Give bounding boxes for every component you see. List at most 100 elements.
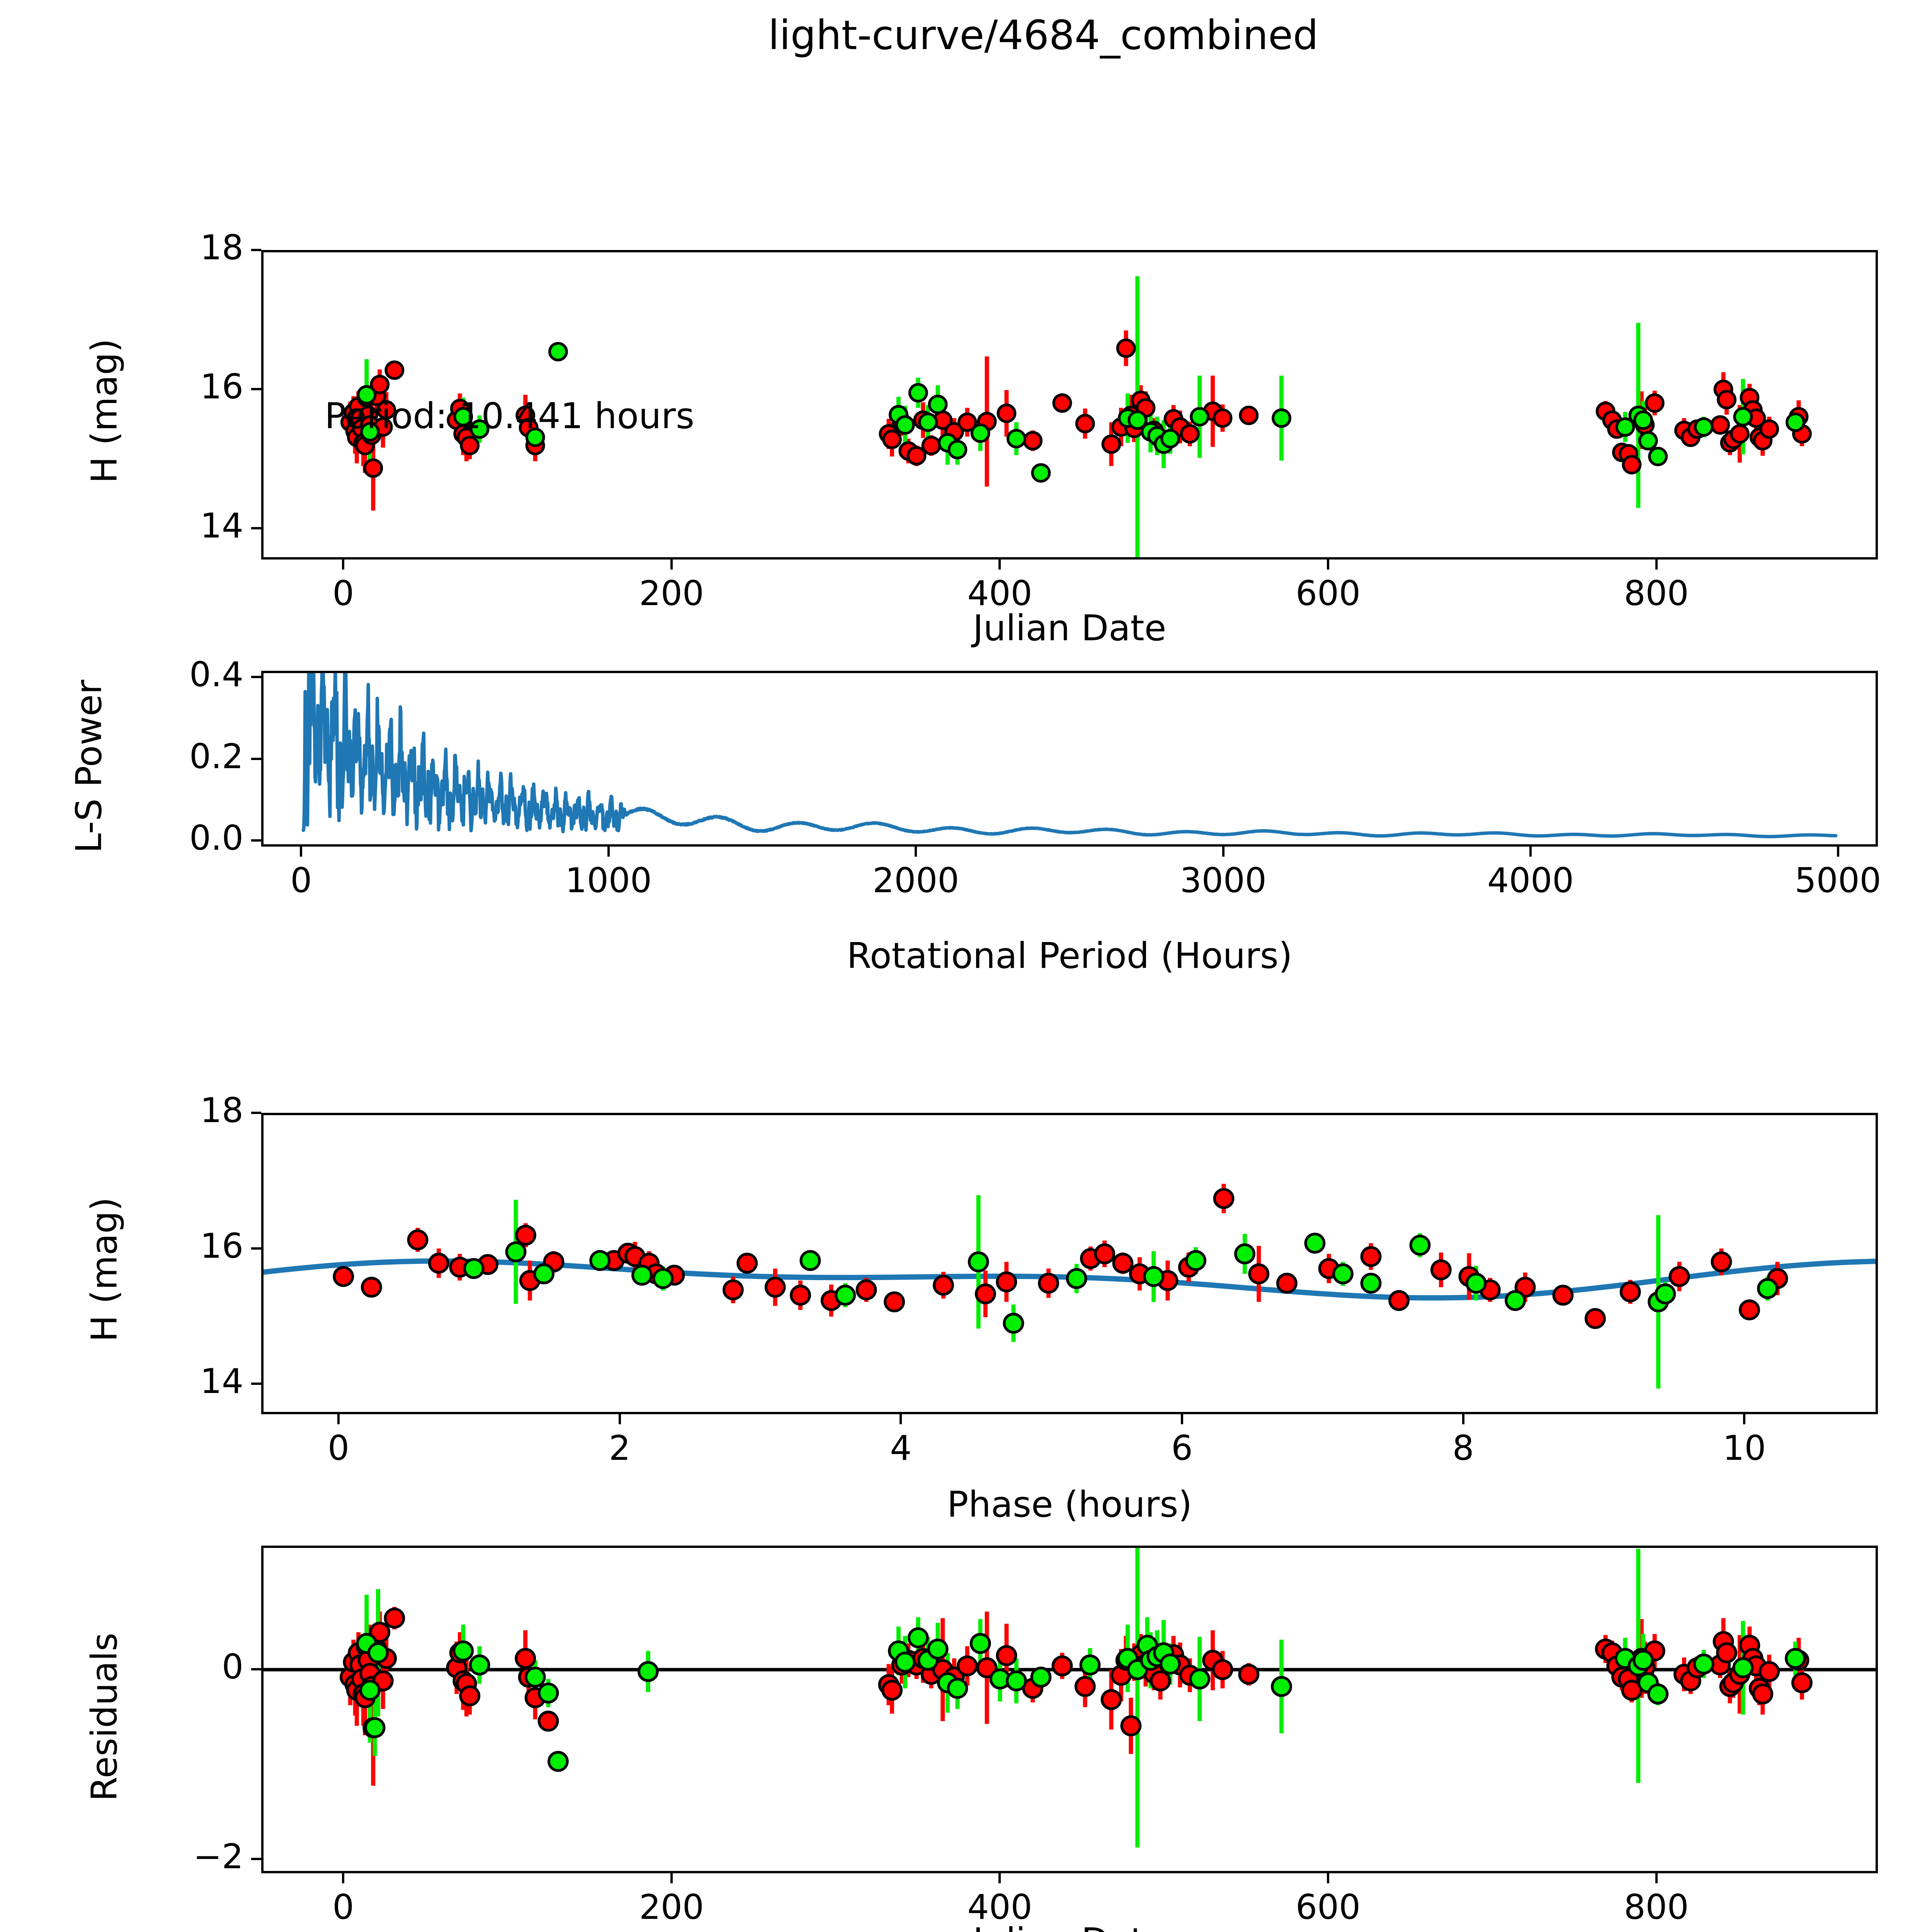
data-point-green	[548, 342, 568, 362]
data-point-red	[1716, 1642, 1737, 1663]
x-tick-mark	[1327, 1873, 1329, 1883]
x-tick-mark	[337, 1414, 340, 1424]
data-point-red	[1552, 1284, 1574, 1306]
y-tick-label: 18	[200, 1090, 243, 1130]
data-point-green	[918, 412, 938, 432]
data-point-red	[1213, 1188, 1235, 1209]
data-point-green	[1785, 1648, 1806, 1669]
y-tick-mark	[251, 839, 261, 842]
data-point-green	[1271, 1676, 1292, 1697]
y-tick-mark	[251, 1668, 261, 1670]
data-point-green	[1189, 1668, 1211, 1690]
data-point-green	[894, 1651, 916, 1673]
x-tick-label: 200	[639, 573, 704, 613]
data-point-green	[1003, 1313, 1024, 1334]
data-point-red	[1238, 1664, 1260, 1685]
data-point-red	[1622, 455, 1642, 474]
data-point-red	[1430, 1259, 1452, 1281]
data-point-red	[1239, 405, 1259, 425]
data-point-green	[1694, 417, 1714, 437]
data-point-green	[533, 1263, 554, 1284]
panel-residuals-xlabel: Julian Date	[261, 1920, 1878, 1932]
data-point-green	[525, 427, 545, 447]
data-point-green	[537, 1682, 559, 1704]
panel-residuals-ylabel: Residuals	[83, 1633, 125, 1801]
data-point-green	[505, 1241, 527, 1262]
data-point-red	[370, 375, 390, 395]
data-point-red	[1711, 1251, 1732, 1272]
y-tick-label: 16	[200, 367, 243, 406]
x-tick-mark	[1655, 560, 1658, 570]
data-point-red	[1094, 1243, 1116, 1265]
x-tick-mark	[1837, 847, 1839, 857]
data-point-green	[1786, 412, 1805, 432]
data-point-green	[1304, 1233, 1326, 1254]
data-point-red	[736, 1253, 758, 1274]
data-point-green	[1360, 1272, 1382, 1294]
data-point-red	[407, 1229, 429, 1250]
y-tick-mark	[251, 1247, 261, 1250]
data-point-green	[453, 407, 473, 427]
data-point-red	[976, 1657, 998, 1679]
data-point-red	[537, 1711, 559, 1732]
data-point-green	[1732, 1657, 1754, 1679]
data-point-green	[359, 1680, 381, 1701]
x-tick-mark	[618, 1414, 621, 1424]
y-tick-mark	[251, 388, 261, 390]
y-tick-label: 0	[222, 1646, 243, 1687]
data-point-red	[956, 1655, 978, 1677]
data-point-green	[1066, 1268, 1087, 1289]
data-point-red	[1052, 393, 1072, 413]
data-point-red	[1276, 1272, 1298, 1294]
x-tick-mark	[900, 1414, 902, 1424]
panel-phase-ylabel: H (mag)	[83, 1197, 125, 1342]
data-point-green	[1733, 407, 1753, 427]
y-tick-label: 0.2	[189, 736, 243, 776]
data-point-red	[881, 1680, 903, 1701]
data-point-green	[631, 1265, 653, 1286]
data-point-red	[1120, 1715, 1142, 1736]
data-point-green	[1031, 463, 1051, 483]
panel-residuals	[261, 1546, 1878, 1873]
data-point-green	[452, 1640, 474, 1662]
data-point-red	[369, 1621, 391, 1643]
x-tick-label: 6	[1171, 1428, 1193, 1468]
x-tick-label: 0	[332, 573, 354, 613]
data-point-red	[790, 1284, 811, 1306]
data-point-red	[1759, 1661, 1780, 1682]
x-tick-label: 0	[328, 1428, 350, 1468]
x-tick-mark	[342, 560, 345, 570]
data-point-red	[459, 1685, 481, 1706]
data-point-red	[1730, 424, 1750, 444]
data-point-green	[589, 1250, 611, 1271]
data-point-red	[1248, 1263, 1270, 1284]
data-point-red	[1619, 1281, 1641, 1303]
data-point-green	[1409, 1235, 1431, 1256]
data-point-red	[1116, 338, 1136, 358]
data-point-red	[515, 1648, 536, 1669]
data-point-green	[1647, 1683, 1669, 1705]
data-point-green	[469, 1654, 490, 1676]
data-point-red	[884, 1291, 905, 1313]
x-tick-mark	[1462, 1414, 1464, 1424]
data-point-red	[1710, 415, 1730, 435]
data-point-green	[360, 422, 380, 442]
data-point-red	[363, 458, 383, 478]
data-point-red	[515, 1225, 536, 1246]
x-tick-mark	[1529, 847, 1532, 857]
y-tick-mark	[251, 757, 261, 760]
data-point-red	[975, 1283, 996, 1304]
data-point-red	[933, 1275, 954, 1296]
x-tick-label: 1000	[565, 861, 652, 900]
data-point-red	[997, 403, 1017, 423]
x-tick-label: 5000	[1794, 861, 1881, 900]
data-point-green	[895, 415, 915, 435]
data-point-green	[908, 383, 928, 403]
data-point-green	[1005, 1670, 1027, 1692]
x-tick-label: 400	[967, 1887, 1032, 1927]
x-tick-mark	[670, 1873, 673, 1883]
data-point-green	[927, 1638, 949, 1660]
data-point-red	[1051, 1655, 1073, 1677]
data-point-green	[968, 1251, 989, 1272]
